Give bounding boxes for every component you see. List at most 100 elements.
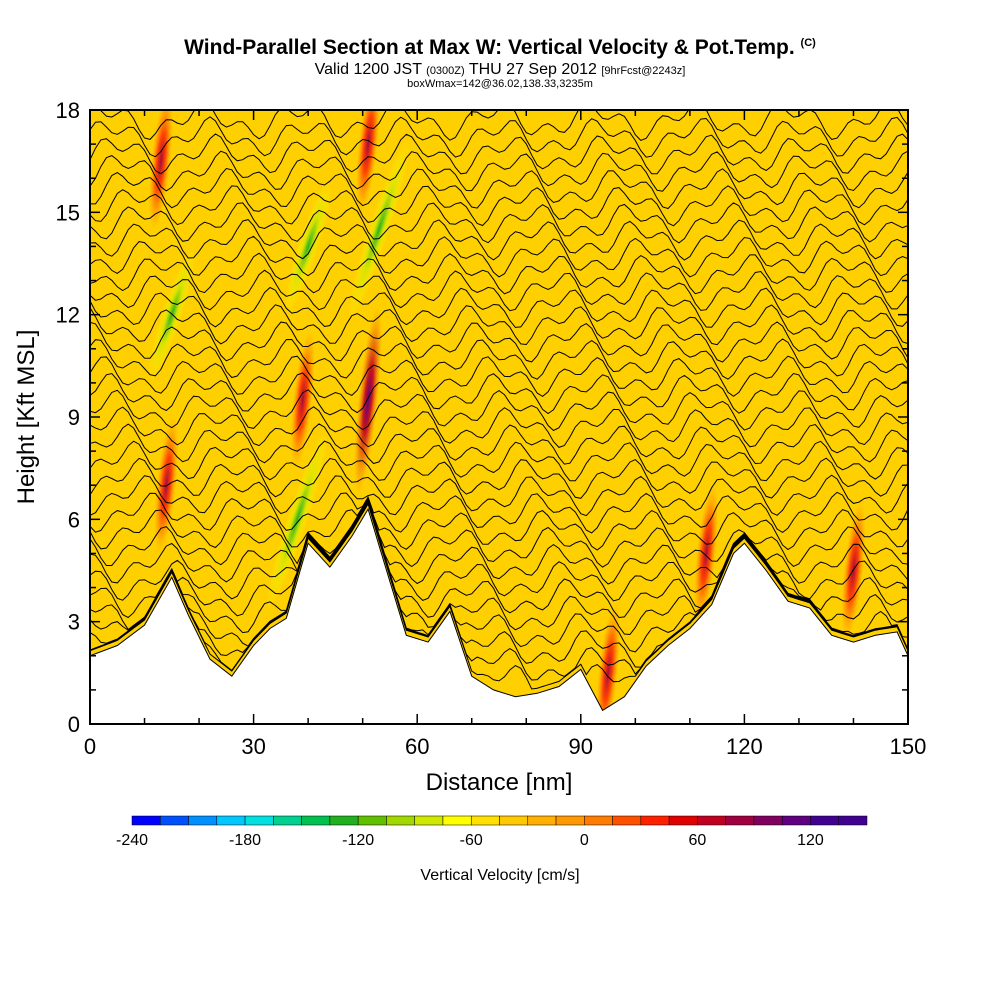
y-axis: 0 3 6 9 12 15 18 <box>56 98 908 737</box>
x-tick-label: 0 <box>84 734 96 759</box>
velocity-cell <box>266 428 329 610</box>
colorbar-swatch <box>301 815 331 826</box>
velocity-cell <box>348 138 410 320</box>
chart-title: Wind-Parallel Section at Max W: Vertical… <box>0 36 1000 60</box>
y-axis-label: Height [Kft MSL] <box>13 330 40 505</box>
colorbar-swatch <box>160 815 189 826</box>
isentrope-line <box>90 491 908 534</box>
isentrope-line <box>90 440 908 482</box>
chart-subtitle: Valid 1200 JST (0300Z) THU 27 Sep 2012 [… <box>0 61 1000 79</box>
valid-date: THU 27 Sep 2012 <box>468 61 597 78</box>
velocity-cell <box>284 179 332 314</box>
colorbar-swatch <box>584 815 613 826</box>
colorbar-swatch <box>470 815 500 826</box>
isentrope-line <box>90 355 908 398</box>
velocity-cell <box>290 330 316 470</box>
isentrope-line <box>90 304 908 346</box>
isentrope-line <box>90 406 908 448</box>
colorbar-swatch <box>612 815 642 826</box>
colorbar-swatch <box>442 815 472 826</box>
isentrope-line <box>90 167 908 210</box>
y-tick-label: 18 <box>56 98 80 123</box>
isentrope-line <box>90 457 908 499</box>
isentrope-line <box>90 498 908 602</box>
y-tick-label: 0 <box>68 712 80 737</box>
colorbar-swatch <box>273 815 302 826</box>
colorbar-swatch <box>668 815 698 826</box>
colorbar-swatch <box>499 815 529 826</box>
velocity-cell <box>148 248 196 382</box>
colorbar-swatch <box>753 815 783 826</box>
isentropes <box>90 110 908 690</box>
colorbar-tick-label: -180 <box>229 832 261 849</box>
colorbar-swatch <box>555 815 585 826</box>
y-tick-label: 6 <box>68 507 80 532</box>
plot-area <box>90 110 908 724</box>
colorbar-swatch <box>216 815 246 826</box>
y-tick-label: 15 <box>56 200 80 225</box>
y-tick-label: 12 <box>56 303 80 328</box>
isentrope-line <box>90 202 908 244</box>
terrain <box>90 507 908 724</box>
isentrope-line <box>90 269 908 312</box>
colorbar-tick-label: 60 <box>688 832 706 849</box>
colorbar-tick-label: -60 <box>460 832 483 849</box>
colorbar-swatch <box>781 815 811 826</box>
velocity-cell <box>693 483 719 624</box>
y-tick-label: 9 <box>68 405 80 430</box>
colorbar-swatch <box>527 815 557 826</box>
isentrope-line <box>90 423 908 465</box>
isentrope-line <box>90 133 908 175</box>
colorbar: -240 -180 -120 -60 0 60 120 <box>116 815 868 849</box>
isentrope-line <box>90 497 908 568</box>
colorbar-swatch <box>640 815 670 826</box>
forecast-info: [9hrFcst@2243z] <box>601 65 686 77</box>
isentrope-line <box>90 496 908 551</box>
colorbar-swatch <box>188 815 218 826</box>
colorbar-swatch <box>386 815 415 826</box>
colorbar-swatch <box>697 815 726 826</box>
colorbar-swatch <box>810 815 839 826</box>
isentrope-line <box>90 321 908 363</box>
colorbar-tick-label: 0 <box>580 832 589 849</box>
chart-title-text: Wind-Parallel Section at Max W: Vertical… <box>184 36 795 59</box>
velocity-cell <box>355 110 381 214</box>
isentrope-line <box>90 252 908 295</box>
isentrope-line <box>99 110 908 141</box>
colorbar-swatch <box>244 815 274 826</box>
colorbar-swatch <box>357 815 387 826</box>
colorbar-swatch <box>838 815 868 826</box>
colorbar-tick-label: 120 <box>797 832 824 849</box>
colorbar-label: Vertical Velocity [cm/s] <box>420 867 579 884</box>
colorbar-swatch <box>329 815 359 826</box>
x-tick-label: 30 <box>241 734 265 759</box>
isentrope-line <box>90 474 908 517</box>
x-tick-label: 150 <box>890 734 927 759</box>
x-axis-label: Distance [nm] <box>426 769 573 796</box>
valid-prefix: Valid 1200 JST <box>314 61 422 78</box>
isentrope-line <box>90 219 908 261</box>
isentrope-line <box>90 338 908 380</box>
velocity-cell <box>595 603 621 724</box>
copyright-mark: (C) <box>800 37 816 49</box>
velocity-cell <box>148 110 174 231</box>
isentrope-line <box>90 497 908 585</box>
isentrope-line <box>90 235 908 278</box>
colorbar-swatch <box>414 815 444 826</box>
y-tick-label: 3 <box>68 610 80 635</box>
box-info: boxWmax=142@36.02,138.33,3235m <box>407 78 593 90</box>
x-tick-label: 60 <box>405 734 429 759</box>
isentrope-line <box>90 372 908 415</box>
colorbar-swatch <box>131 815 161 826</box>
isentrope-line <box>90 286 908 328</box>
valid-utc: (0300Z) <box>426 65 465 77</box>
x-axis: 0 30 60 90 120 150 <box>84 110 926 759</box>
colorbar-swatch <box>725 815 755 826</box>
x-tick-label: 120 <box>726 734 763 759</box>
colorbar-tick-label: -240 <box>116 832 148 849</box>
isentrope-line <box>90 150 908 192</box>
isentrope-line <box>90 185 908 227</box>
colorbar-tick-label: -120 <box>342 832 374 849</box>
x-tick-label: 90 <box>569 734 593 759</box>
